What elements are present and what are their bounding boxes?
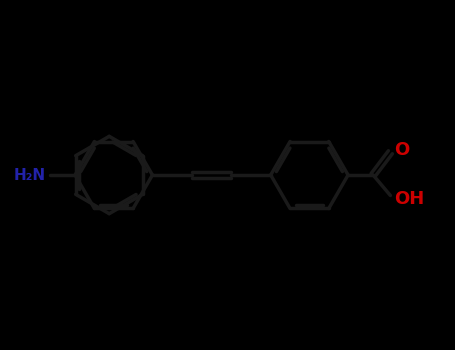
Text: OH: OH	[394, 190, 424, 208]
Text: O: O	[394, 141, 410, 159]
Text: H₂N: H₂N	[13, 168, 46, 182]
